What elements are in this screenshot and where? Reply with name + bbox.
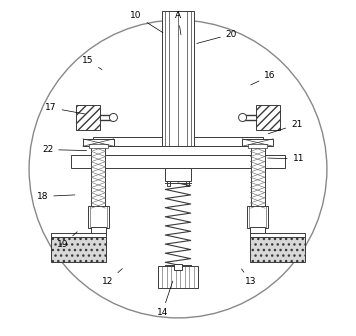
Bar [93, 137, 263, 146]
Bar [162, 11, 194, 146]
Bar [256, 106, 280, 129]
Bar [250, 227, 265, 237]
Text: A: A [175, 11, 181, 35]
Text: 13: 13 [241, 269, 257, 286]
Bar [91, 227, 106, 237]
Bar [51, 237, 106, 262]
Bar [71, 155, 285, 168]
Text: 19: 19 [57, 232, 77, 249]
Bar [88, 207, 109, 228]
Text: 16: 16 [251, 72, 276, 85]
Bar [248, 144, 267, 148]
Text: 14: 14 [157, 281, 173, 317]
Text: 10: 10 [130, 11, 163, 33]
Bar [186, 181, 189, 186]
Text: 15: 15 [82, 56, 102, 70]
Polygon shape [83, 139, 114, 146]
Text: 11: 11 [268, 155, 304, 164]
Bar [247, 207, 268, 228]
Bar [91, 146, 105, 208]
Text: 17: 17 [45, 103, 85, 114]
Bar [250, 233, 305, 237]
Bar [167, 181, 170, 186]
Bar [158, 266, 198, 289]
Text: 22: 22 [42, 145, 87, 154]
Bar [242, 139, 273, 146]
Circle shape [239, 114, 247, 122]
Bar [250, 237, 305, 262]
Bar [76, 106, 100, 129]
Bar [165, 168, 191, 181]
Text: 12: 12 [102, 268, 122, 286]
Text: 18: 18 [37, 192, 75, 201]
Bar [83, 139, 114, 146]
Bar [251, 146, 265, 208]
Bar [174, 264, 182, 270]
Bar [51, 233, 106, 237]
Text: 20: 20 [197, 30, 237, 43]
Circle shape [109, 114, 117, 122]
Text: 21: 21 [268, 120, 303, 134]
Bar [89, 144, 108, 148]
